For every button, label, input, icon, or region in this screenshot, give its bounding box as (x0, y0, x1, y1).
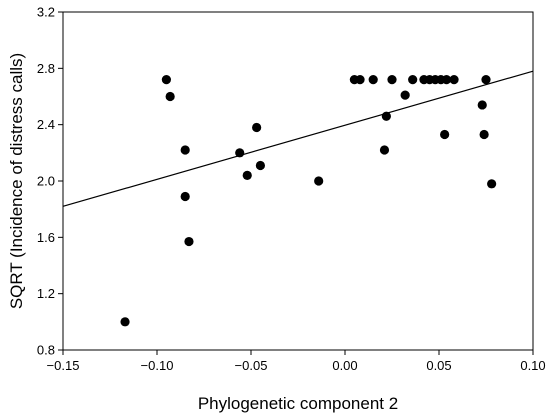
x-tick-label: −0.15 (47, 358, 80, 373)
data-point (477, 100, 487, 110)
data-point (180, 145, 190, 155)
data-point (479, 129, 489, 140)
data-point (161, 75, 171, 85)
y-tick-label: 1.6 (37, 230, 55, 245)
data-point (235, 148, 245, 158)
data-point (252, 122, 262, 133)
data-point (381, 111, 391, 121)
x-tick-label: 0.00 (332, 358, 357, 373)
data-point (379, 145, 390, 155)
data-point (440, 129, 450, 140)
data-point (408, 75, 418, 85)
data-point (165, 91, 175, 102)
data-point (481, 75, 491, 85)
x-tick-label: 0.10 (520, 358, 545, 373)
y-axis-label: SQRT (Incidence of distress calls) (7, 53, 26, 309)
data-point (255, 160, 265, 171)
data-point (449, 75, 459, 85)
data-point (184, 236, 194, 247)
x-tick-label: 0.05 (426, 358, 451, 373)
y-tick-label: 2.8 (37, 61, 55, 76)
data-points (120, 75, 497, 327)
data-point (120, 317, 130, 327)
x-axis-label: Phylogenetic component 2 (198, 394, 398, 413)
data-point (314, 176, 324, 186)
x-tick-label: −0.05 (235, 358, 268, 373)
data-point (441, 75, 452, 85)
trendline (62, 70, 534, 207)
y-tick-label: 2.4 (37, 117, 55, 132)
y-tick-label: 2.0 (37, 174, 55, 189)
y-tick-label: 0.8 (37, 343, 55, 358)
data-point (368, 75, 378, 85)
data-point (400, 90, 410, 100)
data-point (355, 75, 365, 85)
data-point (180, 191, 190, 202)
trendline-group (62, 70, 534, 207)
plot-frame (62, 11, 534, 351)
data-point (487, 179, 497, 189)
y-tick-label: 3.2 (37, 5, 55, 20)
x-tick-label: −0.10 (141, 358, 174, 373)
data-point (387, 75, 397, 85)
axes: −0.15 −0.10 −0.05 0.00 0.05 0.10 0.8 1.2 1.6 2.0 2… (37, 5, 546, 374)
data-point (242, 170, 252, 180)
y-tick-label: 1.2 (37, 286, 55, 301)
